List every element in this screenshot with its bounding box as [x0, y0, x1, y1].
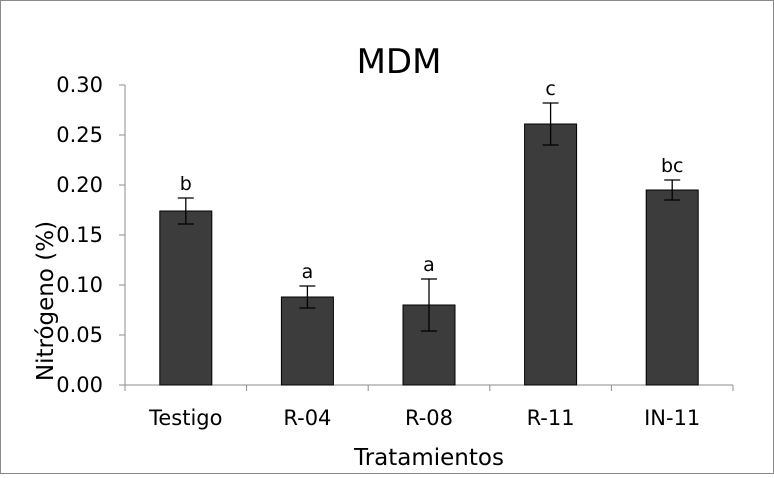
- x-tick-label: IN-11: [644, 406, 700, 430]
- plot-area: 0.00 0.05 0.10 0.15 0.20 0.25 0.30 b Testigo a R-0…: [56, 73, 734, 430]
- x-tick-label: R-04: [283, 406, 331, 430]
- y-tick-label: 0.25: [56, 123, 103, 147]
- x-tick-label: Testigo: [148, 406, 222, 430]
- y-tick-label: 0.15: [56, 223, 103, 247]
- bar-r-08: [402, 304, 456, 386]
- bar-testigo: [159, 210, 213, 386]
- y-tick-label: 0.30: [56, 73, 103, 97]
- significance-label: bc: [661, 155, 684, 177]
- x-axis-title: Tratamientos: [353, 445, 504, 471]
- significance-label: a: [302, 261, 314, 283]
- x-tick-label: R-11: [527, 406, 575, 430]
- y-tick-label: 0.10: [56, 273, 103, 297]
- y-tick-label: 0.20: [56, 173, 103, 197]
- bar-in-11: [645, 189, 699, 386]
- y-axis-title: Nitrógeno (%): [33, 221, 59, 381]
- bar-r-11: [524, 123, 578, 386]
- y-tick-label: 0.05: [56, 323, 103, 347]
- significance-label: b: [180, 173, 192, 195]
- significance-label: c: [545, 78, 555, 100]
- significance-label: a: [423, 254, 435, 276]
- y-tick-label: 0.00: [56, 373, 103, 397]
- chart-title: MDM: [357, 42, 442, 82]
- bar-r-04: [280, 296, 334, 386]
- x-tick-label: R-08: [405, 406, 453, 430]
